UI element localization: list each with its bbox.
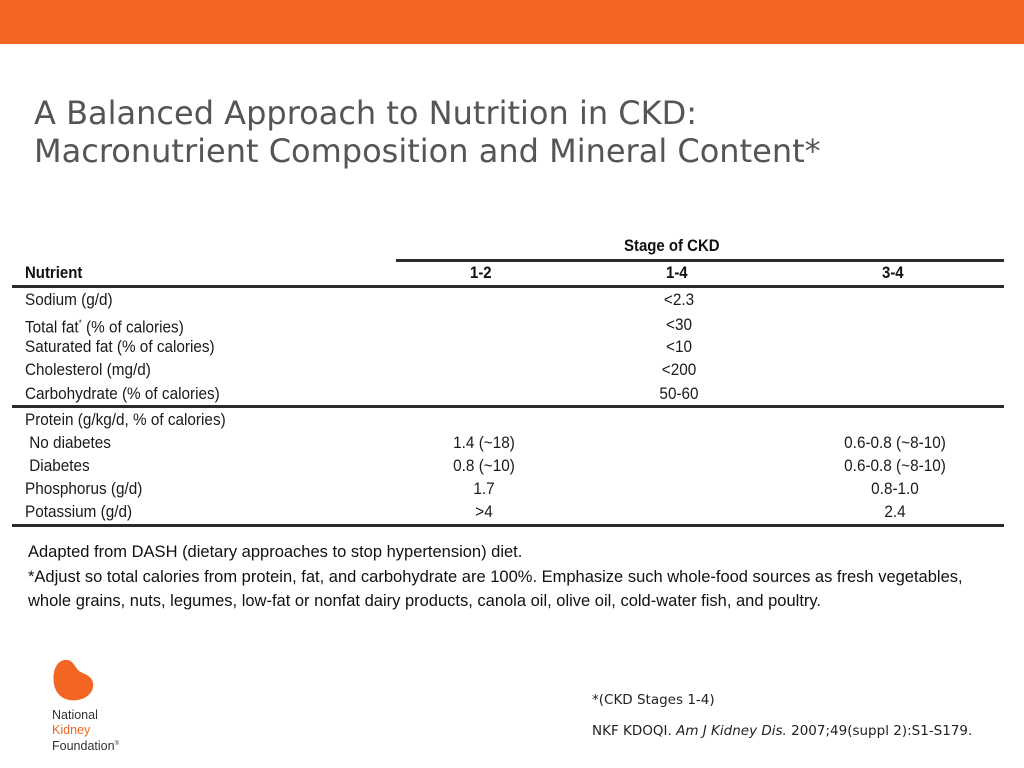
citation-journal: Am J Kidney Dis. bbox=[676, 723, 787, 739]
table-cell-value: 0.8 (~10) bbox=[453, 456, 515, 475]
citation-prefix: NKF KDOQI. bbox=[592, 723, 677, 739]
table-cell-value: 1.4 (~18) bbox=[453, 433, 515, 452]
column-header-stage-1-2: 1-2 bbox=[470, 263, 492, 282]
header-rule bbox=[12, 285, 1004, 288]
table-row-label: Phosphorus (g/d) bbox=[25, 479, 143, 498]
logo-line-foundation: Foundation® bbox=[52, 737, 119, 754]
citation-rest: 2007;49(suppl 2):S1-S179. bbox=[786, 723, 973, 739]
kidney-logo-icon bbox=[53, 659, 94, 701]
table-cell-value: 0.6-0.8 (~8-10) bbox=[844, 456, 946, 475]
nutrition-table: Stage of CKD Nutrient 1-2 1-4 3-4 Sodium… bbox=[12, 228, 1004, 528]
footnote: *(CKD Stages 1-4) bbox=[592, 692, 715, 708]
logo-line-national: National bbox=[52, 708, 98, 722]
table-cell-value: <10 bbox=[666, 337, 692, 356]
note-adjustment: *Adjust so total calories from protein, … bbox=[28, 567, 963, 611]
note-source: Adapted from DASH (dietary approaches to… bbox=[28, 543, 523, 561]
citation: NKF KDOQI. Am J Kidney Dis. 2007;49(supp… bbox=[592, 723, 972, 739]
column-header-stage-1-4: 1-4 bbox=[666, 263, 688, 282]
logo-registered-mark: ® bbox=[114, 741, 119, 747]
table-cell-value: <200 bbox=[661, 360, 697, 379]
table-row-label: Total fat* (% of calories) bbox=[25, 312, 184, 339]
logo-line-kidney: Kidney bbox=[52, 722, 91, 737]
table-cell-value: <2.3 bbox=[663, 290, 695, 309]
slide-title: A Balanced Approach to Nutrition in CKD:… bbox=[34, 94, 994, 170]
title-line-1: A Balanced Approach to Nutrition in CKD: bbox=[34, 94, 698, 132]
table-notes: Adapted from DASH (dietary approaches to… bbox=[28, 540, 1008, 614]
bottom-rule bbox=[12, 524, 1004, 527]
section-rule bbox=[12, 405, 1004, 408]
table-row-label: Diabetes bbox=[25, 456, 90, 475]
table-cell-value: >4 bbox=[475, 502, 493, 521]
logo-wordmark: National Kidney Foundation® bbox=[52, 708, 119, 754]
table-row-label: Cholesterol (mg/d) bbox=[25, 360, 151, 379]
table-row-label: Saturated fat (% of calories) bbox=[25, 337, 215, 356]
total-fat-label: Total fat bbox=[25, 317, 79, 337]
table-row-label: No diabetes bbox=[25, 433, 111, 452]
table-cell-value: 0.8-1.0 bbox=[871, 479, 919, 498]
table-cell-value: 50-60 bbox=[659, 384, 699, 403]
total-fat-asterisk: * bbox=[78, 318, 82, 328]
table-cell-value: 1.7 bbox=[473, 479, 495, 498]
title-line-2: Macronutrient Composition and Mineral Co… bbox=[34, 132, 821, 170]
total-fat-unit: (% of calories) bbox=[81, 317, 184, 337]
table-cell-value: 2.4 bbox=[884, 502, 906, 521]
logo-foundation-text: Foundation bbox=[52, 739, 115, 754]
table-group-header: Stage of CKD bbox=[624, 236, 720, 255]
table-row-label: Protein (g/kg/d, % of calories) bbox=[25, 410, 226, 429]
top-accent-bar bbox=[0, 0, 1024, 44]
table-row-label: Sodium (g/d) bbox=[25, 290, 113, 309]
table-cell-value: 0.6-0.8 (~8-10) bbox=[844, 433, 946, 452]
table-row-label: Potassium (g/d) bbox=[25, 502, 133, 521]
group-header-rule bbox=[396, 259, 1004, 262]
table-row-label: Carbohydrate (% of calories) bbox=[25, 384, 220, 403]
column-header-nutrient: Nutrient bbox=[25, 263, 83, 282]
column-header-stage-3-4: 3-4 bbox=[882, 263, 904, 282]
table-cell-value: <30 bbox=[666, 315, 692, 334]
